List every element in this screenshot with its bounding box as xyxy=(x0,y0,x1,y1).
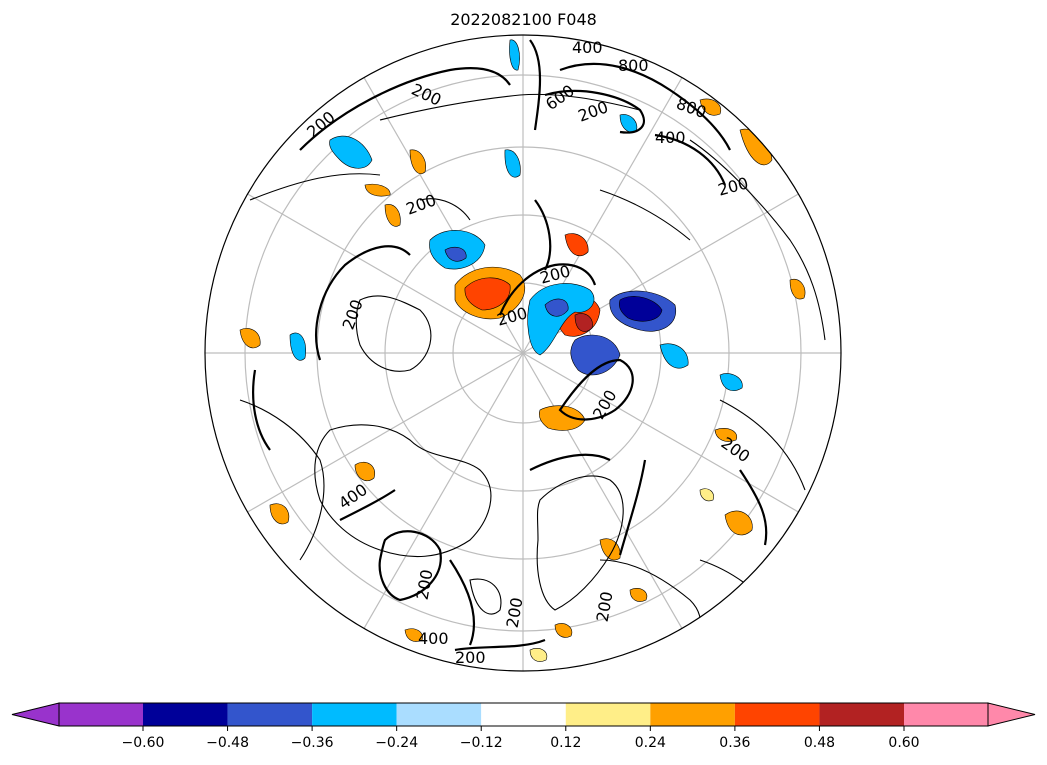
colorbar-ticks: −0.60 −0.48 −0.36 −0.24 −0.12 0.12 0.24 0.36 0.4… xyxy=(122,726,920,751)
longitude-gridlines xyxy=(205,35,841,671)
map-border xyxy=(204,34,842,672)
meridian-line xyxy=(522,352,799,513)
contour-label: 800 xyxy=(618,56,649,75)
colorbar-segment xyxy=(904,703,988,726)
colorbar-extend-min xyxy=(11,702,60,727)
colorbar-segment xyxy=(396,703,482,726)
colorbar-segment xyxy=(565,703,651,726)
colorbar-tick-label: −0.36 xyxy=(291,735,334,751)
polar-map: 400 800 600 200 200 200 800 400 200 200 … xyxy=(204,34,842,672)
colorbar-tick-label: 0.12 xyxy=(550,735,581,751)
meridian-line xyxy=(247,352,524,513)
colorbar-tick-label: 0.48 xyxy=(804,735,835,751)
colorbar: −0.60 −0.48 −0.36 −0.24 −0.12 0.12 0.24 0.36 0.4… xyxy=(11,702,1036,751)
meridian-line xyxy=(522,352,683,629)
height-contours xyxy=(252,39,768,652)
colorbar-segments xyxy=(11,702,1036,727)
colorbar-segment xyxy=(481,703,566,726)
colorbar-extend-max xyxy=(987,702,1036,727)
colorbar-tick-label: −0.60 xyxy=(122,735,165,751)
contour-label: 400 xyxy=(572,38,603,57)
contour-label: 400 xyxy=(655,128,686,147)
colorbar-frame xyxy=(58,702,989,727)
colorbar-tick-label: −0.48 xyxy=(206,735,249,751)
meridian-line xyxy=(363,352,524,629)
colorbar-tick-label: −0.24 xyxy=(375,735,418,751)
colorbar-tick-label: 0.60 xyxy=(888,735,919,751)
contour-label: 400 xyxy=(418,629,449,648)
colorbar-segment xyxy=(819,703,904,726)
colorbar-segment xyxy=(312,703,397,726)
colorbar-tick-label: −0.12 xyxy=(460,735,503,751)
colorbar-tick-label: 0.36 xyxy=(719,735,750,751)
meridian-line xyxy=(247,193,524,354)
colorbar-segment xyxy=(227,703,313,726)
coastlines xyxy=(239,93,826,656)
colorbar-segment xyxy=(59,703,143,726)
map-title: 2022082100 F048 xyxy=(450,10,597,29)
shaded-field xyxy=(239,39,806,662)
colorbar-segment xyxy=(143,703,228,726)
colorbar-segment xyxy=(734,703,820,726)
colorbar-segment xyxy=(650,703,735,726)
contour-label: 200 xyxy=(455,648,486,667)
colorbar-tick-label: 0.24 xyxy=(635,735,666,751)
